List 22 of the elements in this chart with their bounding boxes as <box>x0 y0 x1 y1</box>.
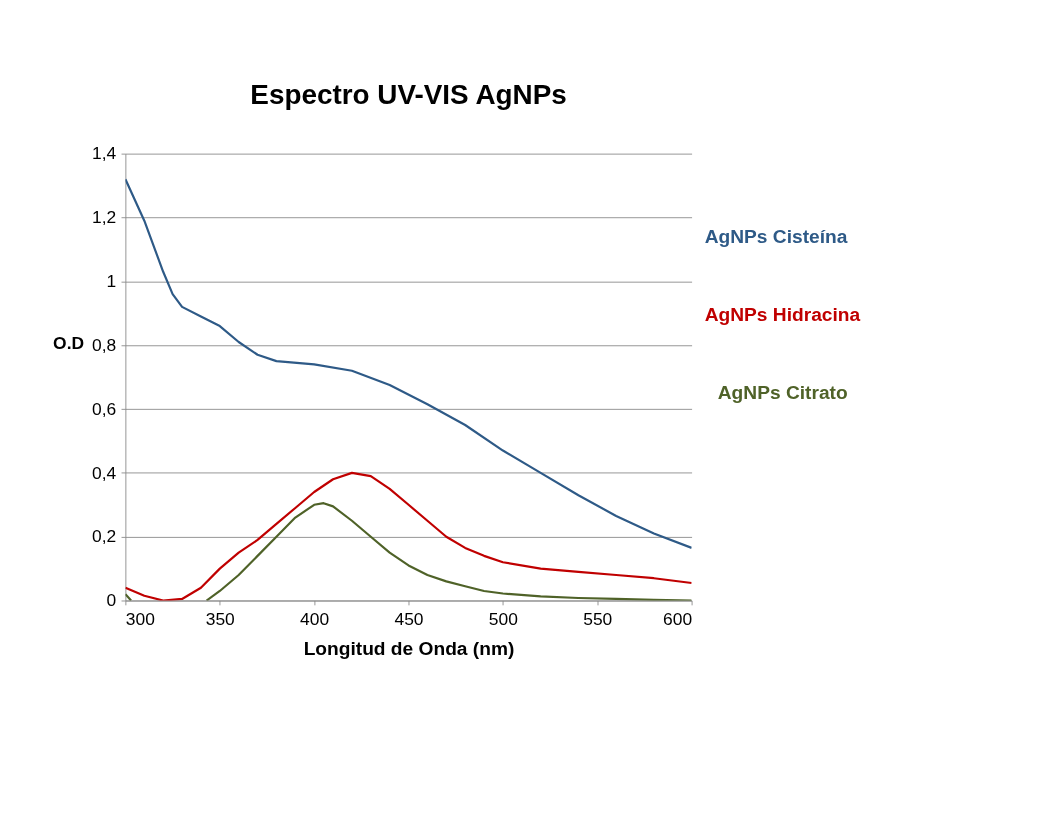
text: AgNPs Hidracina <box>704 303 861 325</box>
y-tick-label: 0,2 <box>92 526 117 547</box>
y-tick-label: 1 <box>106 271 117 292</box>
y-tick-label: 1,2 <box>92 207 117 228</box>
x-axis-title: Longitud de Onda (nm) <box>303 638 515 659</box>
text: AgNPs Citrato <box>717 382 848 404</box>
y-tick-label: 0,4 <box>92 462 117 483</box>
y-axis-title: O.D <box>53 333 85 354</box>
x-tick-label: 500 <box>488 608 518 629</box>
x-tick-label: 450 <box>394 608 424 629</box>
x-tick-label: 350 <box>205 608 235 629</box>
text: AgNPs Cisteína <box>704 225 848 247</box>
chart-title: Espectro UV-VIS AgNPs <box>250 79 567 111</box>
y-tick-label: 1,4 <box>92 143 117 164</box>
x-tick-label: 600 <box>663 608 693 629</box>
x-tick-label: 300 <box>125 608 155 629</box>
y-tick-label: 0 <box>106 590 117 611</box>
x-tick-label: 400 <box>300 608 330 629</box>
y-tick-label: 0,8 <box>92 334 117 355</box>
y-tick-label: 0,6 <box>92 398 117 419</box>
x-tick-label: 550 <box>583 608 613 629</box>
line-series <box>125 178 692 549</box>
